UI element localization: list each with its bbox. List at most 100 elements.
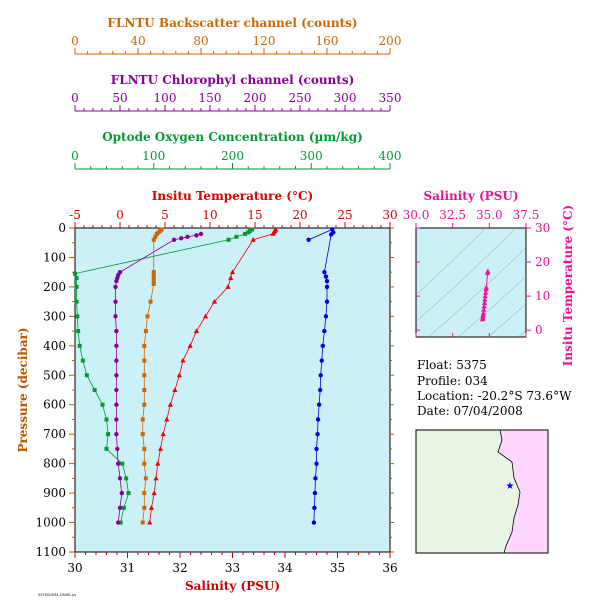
series-point-insitu-temperature <box>151 490 157 496</box>
map-border <box>415 429 549 554</box>
series-point-insitu-temperature <box>153 475 159 481</box>
series-point-chlorophyl <box>114 278 119 284</box>
chlorophyll-tick-label: 100 <box>154 91 177 105</box>
series-point-salinity <box>319 358 324 363</box>
series-point-insitu-temperature <box>180 357 186 363</box>
series-point-backscatter <box>143 476 148 481</box>
backscatter-tick-label: 0 <box>71 34 79 48</box>
series-point-oxygen <box>120 461 125 466</box>
series-point-oxygen <box>118 520 123 525</box>
series-point-insitu-temperature <box>148 505 155 510</box>
float-location-marker: ★ <box>506 481 515 492</box>
ts-point <box>482 300 488 305</box>
series-point-salinity <box>317 387 323 393</box>
pressure-tick-label: 1100 <box>35 545 66 559</box>
series-point-insitu-temperature <box>147 519 153 525</box>
series-point-salinity <box>322 269 327 275</box>
series-point-salinity <box>320 343 325 349</box>
series-point-backscatter <box>151 279 156 284</box>
series-point-insitu-temperature <box>160 431 166 437</box>
temperature-tick-label: 5 <box>161 208 169 222</box>
ts-y-tick-label: 20 <box>535 255 550 269</box>
salinity-tick-label: 35 <box>330 561 345 575</box>
series-point-salinity <box>318 373 323 378</box>
series-point-chlorophyl <box>198 231 204 237</box>
series-point-oxygen <box>250 227 255 232</box>
series-point-chlorophyl <box>114 431 119 437</box>
ts-point <box>484 270 491 275</box>
map-land <box>497 429 549 554</box>
series-point-chlorophyl <box>117 476 123 481</box>
series-line-chlorophyl <box>115 233 202 523</box>
series-point-chlorophyl <box>117 505 123 511</box>
oxygen-axis-label: Optode Oxygen Concentration (µm/kg) <box>102 130 363 144</box>
oxygen-tick-label: 0 <box>71 149 79 163</box>
series-point-backscatter <box>143 329 148 334</box>
ts-point <box>480 316 486 322</box>
oxygen-tick-label: 400 <box>379 149 402 163</box>
series-point-insitu-temperature <box>228 275 234 281</box>
pressure-tick-label: 500 <box>43 368 66 382</box>
pressure-tick-label: 900 <box>43 486 66 500</box>
pressure-tick-label: 600 <box>43 398 66 412</box>
chlorophyll-tick-label: 0 <box>71 91 79 105</box>
ts-x-tick-label: 30.0 <box>403 208 430 222</box>
series-point-backscatter <box>154 231 159 236</box>
series-point-chlorophyl <box>113 314 118 319</box>
info-date: Date: 07/04/2008 <box>417 404 523 418</box>
salinity-tick-label: 34 <box>277 561 293 575</box>
series-point-insitu-temperature <box>155 460 161 466</box>
series-point-salinity <box>312 490 318 496</box>
pressure-tick-label: 700 <box>43 427 66 441</box>
chlorophyll-tick-label: 50 <box>112 91 127 105</box>
ts-x-axis-label: Salinity (PSU) <box>423 189 518 203</box>
chlorophyll-axis-label: FLNTU Chlorophyl channel (counts) <box>111 73 355 87</box>
series-point-insitu-temperature <box>229 269 236 275</box>
backscatter-tick-label: 200 <box>379 34 402 48</box>
series-point-chlorophyl <box>113 284 118 290</box>
temperature-tick-label: 0 <box>116 208 124 222</box>
oxygen-tick-label: 200 <box>221 149 244 163</box>
series-point-salinity <box>322 328 327 334</box>
series-point-salinity <box>314 461 319 466</box>
ts-density-contours <box>416 228 526 337</box>
series-point-chlorophyl <box>114 402 119 407</box>
series-point-insitu-temperature <box>225 284 231 289</box>
series-point-chlorophyl <box>119 490 125 496</box>
ts-point <box>483 289 489 295</box>
series-point-salinity <box>313 476 318 481</box>
series-point-salinity <box>324 299 330 304</box>
series-point-backscatter <box>148 299 153 304</box>
series-point-chlorophyl <box>171 237 177 242</box>
ts-y-tick-label: 30 <box>535 221 550 235</box>
chlorophyll-tick-label: 250 <box>289 91 312 105</box>
series-point-backscatter <box>140 432 145 437</box>
series-point-oxygen <box>74 284 79 289</box>
ts-point <box>481 306 487 312</box>
series-point-oxygen <box>243 231 248 236</box>
series-point-insitu-temperature <box>164 416 170 422</box>
temperature-tick-label: 25 <box>337 208 352 222</box>
ts-contour <box>517 329 526 337</box>
series-point-salinity <box>311 520 317 525</box>
plot-area <box>74 227 391 553</box>
series-point-oxygen <box>74 299 79 304</box>
series-point-oxygen <box>100 402 105 407</box>
series-point-insitu-temperature <box>270 231 276 236</box>
series-point-salinity <box>324 278 330 284</box>
series-point-backscatter <box>142 388 147 392</box>
series-point-oxygen <box>77 343 82 348</box>
temperature-axis-label: Insitu Temperature (°C) <box>152 189 313 203</box>
series-point-oxygen <box>124 476 129 481</box>
series-point-backscatter <box>151 270 156 275</box>
series-point-chlorophyl <box>116 461 121 466</box>
temperature-tick-label: -5 <box>69 208 81 222</box>
series-point-backscatter <box>151 281 156 286</box>
chlorophyll-tick-label: 350 <box>379 91 402 105</box>
series-point-backscatter <box>151 237 156 242</box>
backscatter-axis-label: FLNTU Backscatter channel (counts) <box>107 16 357 30</box>
series-point-oxygen <box>106 432 111 437</box>
backscatter-tick-label: 80 <box>193 34 208 48</box>
chlorophyll-tick-label: 150 <box>199 91 222 105</box>
series-point-backscatter <box>151 276 156 281</box>
